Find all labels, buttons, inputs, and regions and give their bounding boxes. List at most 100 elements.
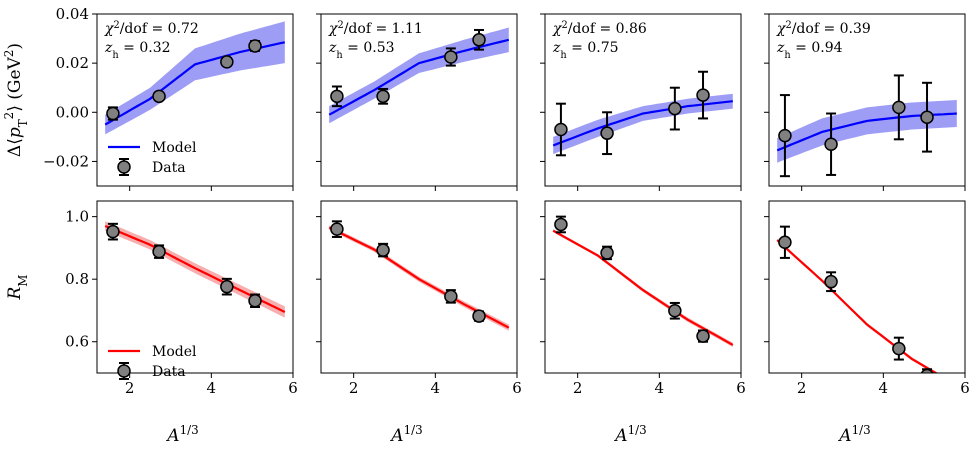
model-band bbox=[777, 238, 939, 373]
axes-frame bbox=[96, 13, 294, 187]
data-marker bbox=[106, 106, 120, 121]
data-point bbox=[248, 39, 262, 53]
data-marker bbox=[600, 246, 614, 260]
axes-frame bbox=[320, 200, 518, 374]
data-point bbox=[152, 89, 166, 104]
x-tick-label: 2 bbox=[125, 379, 135, 397]
data-point bbox=[892, 74, 906, 141]
data-marker bbox=[600, 126, 614, 140]
y-tick-label: 1.0 bbox=[65, 208, 89, 226]
data-marker bbox=[824, 274, 838, 289]
axes-frame bbox=[96, 200, 294, 374]
chi2-annotation: χ2/dof = 0.39 bbox=[776, 20, 871, 38]
legend-data-marker bbox=[117, 364, 131, 378]
x-tick-label: 4 bbox=[879, 379, 889, 397]
data-marker bbox=[668, 101, 682, 116]
zh-annotation: zh = 0.53 bbox=[328, 40, 395, 61]
data-point bbox=[824, 271, 838, 293]
y-tick-label: −0.02 bbox=[43, 152, 89, 170]
data-point bbox=[668, 86, 682, 131]
data-marker bbox=[444, 289, 458, 304]
model-line bbox=[552, 229, 734, 346]
legend-model-label: Model bbox=[152, 140, 197, 156]
data-point bbox=[600, 245, 614, 261]
data-marker bbox=[554, 217, 568, 232]
panel-row1-col2: χ2/dof = 1.11 zh = 0.53 bbox=[316, 13, 518, 191]
panel-row2-col4: 2 4 6 A1/3 bbox=[764, 200, 970, 446]
panel-row2-col3: 2 4 6 A1/3 bbox=[540, 200, 746, 446]
data-point bbox=[472, 28, 486, 51]
axes-frame bbox=[768, 200, 966, 374]
model-band bbox=[105, 21, 285, 135]
data-point bbox=[106, 222, 120, 241]
data-marker bbox=[472, 33, 486, 47]
data-marker bbox=[696, 329, 710, 343]
x-tick-label: 6 bbox=[512, 379, 522, 397]
data-marker bbox=[376, 243, 390, 257]
data-marker bbox=[376, 89, 390, 104]
legend-model-label: Model bbox=[152, 344, 197, 360]
x-axis-label: A1/3 bbox=[165, 423, 198, 446]
panel-row1-col3: χ2/dof = 0.86 zh = 0.75 bbox=[540, 13, 742, 191]
chi2-annotation: χ2/dof = 1.11 bbox=[328, 20, 423, 38]
legend-data-label: Data bbox=[152, 364, 186, 380]
data-marker bbox=[472, 309, 486, 323]
data-marker bbox=[330, 89, 344, 104]
data-marker bbox=[824, 137, 838, 151]
data-point bbox=[696, 329, 710, 343]
data-point bbox=[554, 102, 568, 157]
data-marker bbox=[220, 55, 234, 69]
data-point bbox=[696, 70, 710, 120]
y-axis-label-bottom: RM bbox=[5, 275, 30, 301]
data-point bbox=[248, 293, 262, 309]
data-point bbox=[106, 106, 120, 121]
data-marker bbox=[444, 50, 458, 64]
panel-row1-col4: χ2/dof = 0.39 zh = 0.94 bbox=[764, 13, 966, 191]
x-tick-label: 6 bbox=[960, 379, 970, 397]
data-marker bbox=[248, 294, 262, 308]
data-point bbox=[920, 81, 934, 153]
panel-row2-col2: 2 4 6 A1/3 bbox=[316, 200, 522, 446]
legend-data-label: Data bbox=[152, 160, 186, 176]
data-marker bbox=[330, 222, 344, 236]
y-axis-label-top: Δ⟨pT2⟩ (GeV2) bbox=[2, 43, 30, 157]
data-point bbox=[920, 368, 934, 373]
data-point bbox=[778, 94, 792, 178]
zh-annotation: zh = 0.75 bbox=[552, 40, 619, 61]
y-tick-label: 0.00 bbox=[56, 103, 89, 121]
x-tick-label: 6 bbox=[736, 379, 746, 397]
x-axis-label: A1/3 bbox=[837, 423, 870, 446]
axes-frame bbox=[768, 13, 966, 187]
data-marker bbox=[920, 368, 934, 373]
y-tick-label: 0.02 bbox=[56, 54, 89, 72]
data-point bbox=[330, 85, 344, 108]
data-point bbox=[554, 215, 568, 234]
y-tick-label: 0.04 bbox=[56, 5, 89, 23]
data-point bbox=[376, 242, 390, 258]
data-point bbox=[892, 336, 906, 361]
zh-annotation: zh = 0.94 bbox=[776, 40, 843, 61]
data-marker bbox=[106, 224, 120, 239]
x-axis-label: A1/3 bbox=[613, 423, 646, 446]
chi2-annotation: χ2/dof = 0.86 bbox=[552, 20, 647, 38]
x-tick-label: 2 bbox=[797, 379, 807, 397]
x-axis-label: A1/3 bbox=[389, 423, 422, 446]
data-point bbox=[778, 225, 792, 259]
data-point bbox=[152, 244, 166, 259]
legend-row1: Model Data bbox=[108, 140, 197, 176]
data-marker bbox=[554, 122, 568, 137]
data-point bbox=[824, 112, 838, 176]
axes-frame bbox=[320, 13, 518, 187]
data-marker bbox=[778, 235, 792, 250]
legend-data-marker bbox=[117, 160, 131, 174]
y-tick-label: 0.8 bbox=[65, 270, 89, 288]
data-point bbox=[220, 277, 234, 296]
data-point bbox=[600, 111, 614, 156]
x-tick-label: 2 bbox=[573, 379, 583, 397]
panel-row1-col1: −0.02 0.00 0.02 0.04 χ2/dof = 0.72 zh = 0.32 bbox=[43, 5, 294, 191]
y-tick-label: 0.6 bbox=[65, 333, 89, 351]
data-point bbox=[220, 55, 234, 69]
data-marker bbox=[152, 244, 166, 259]
data-point bbox=[668, 301, 682, 320]
